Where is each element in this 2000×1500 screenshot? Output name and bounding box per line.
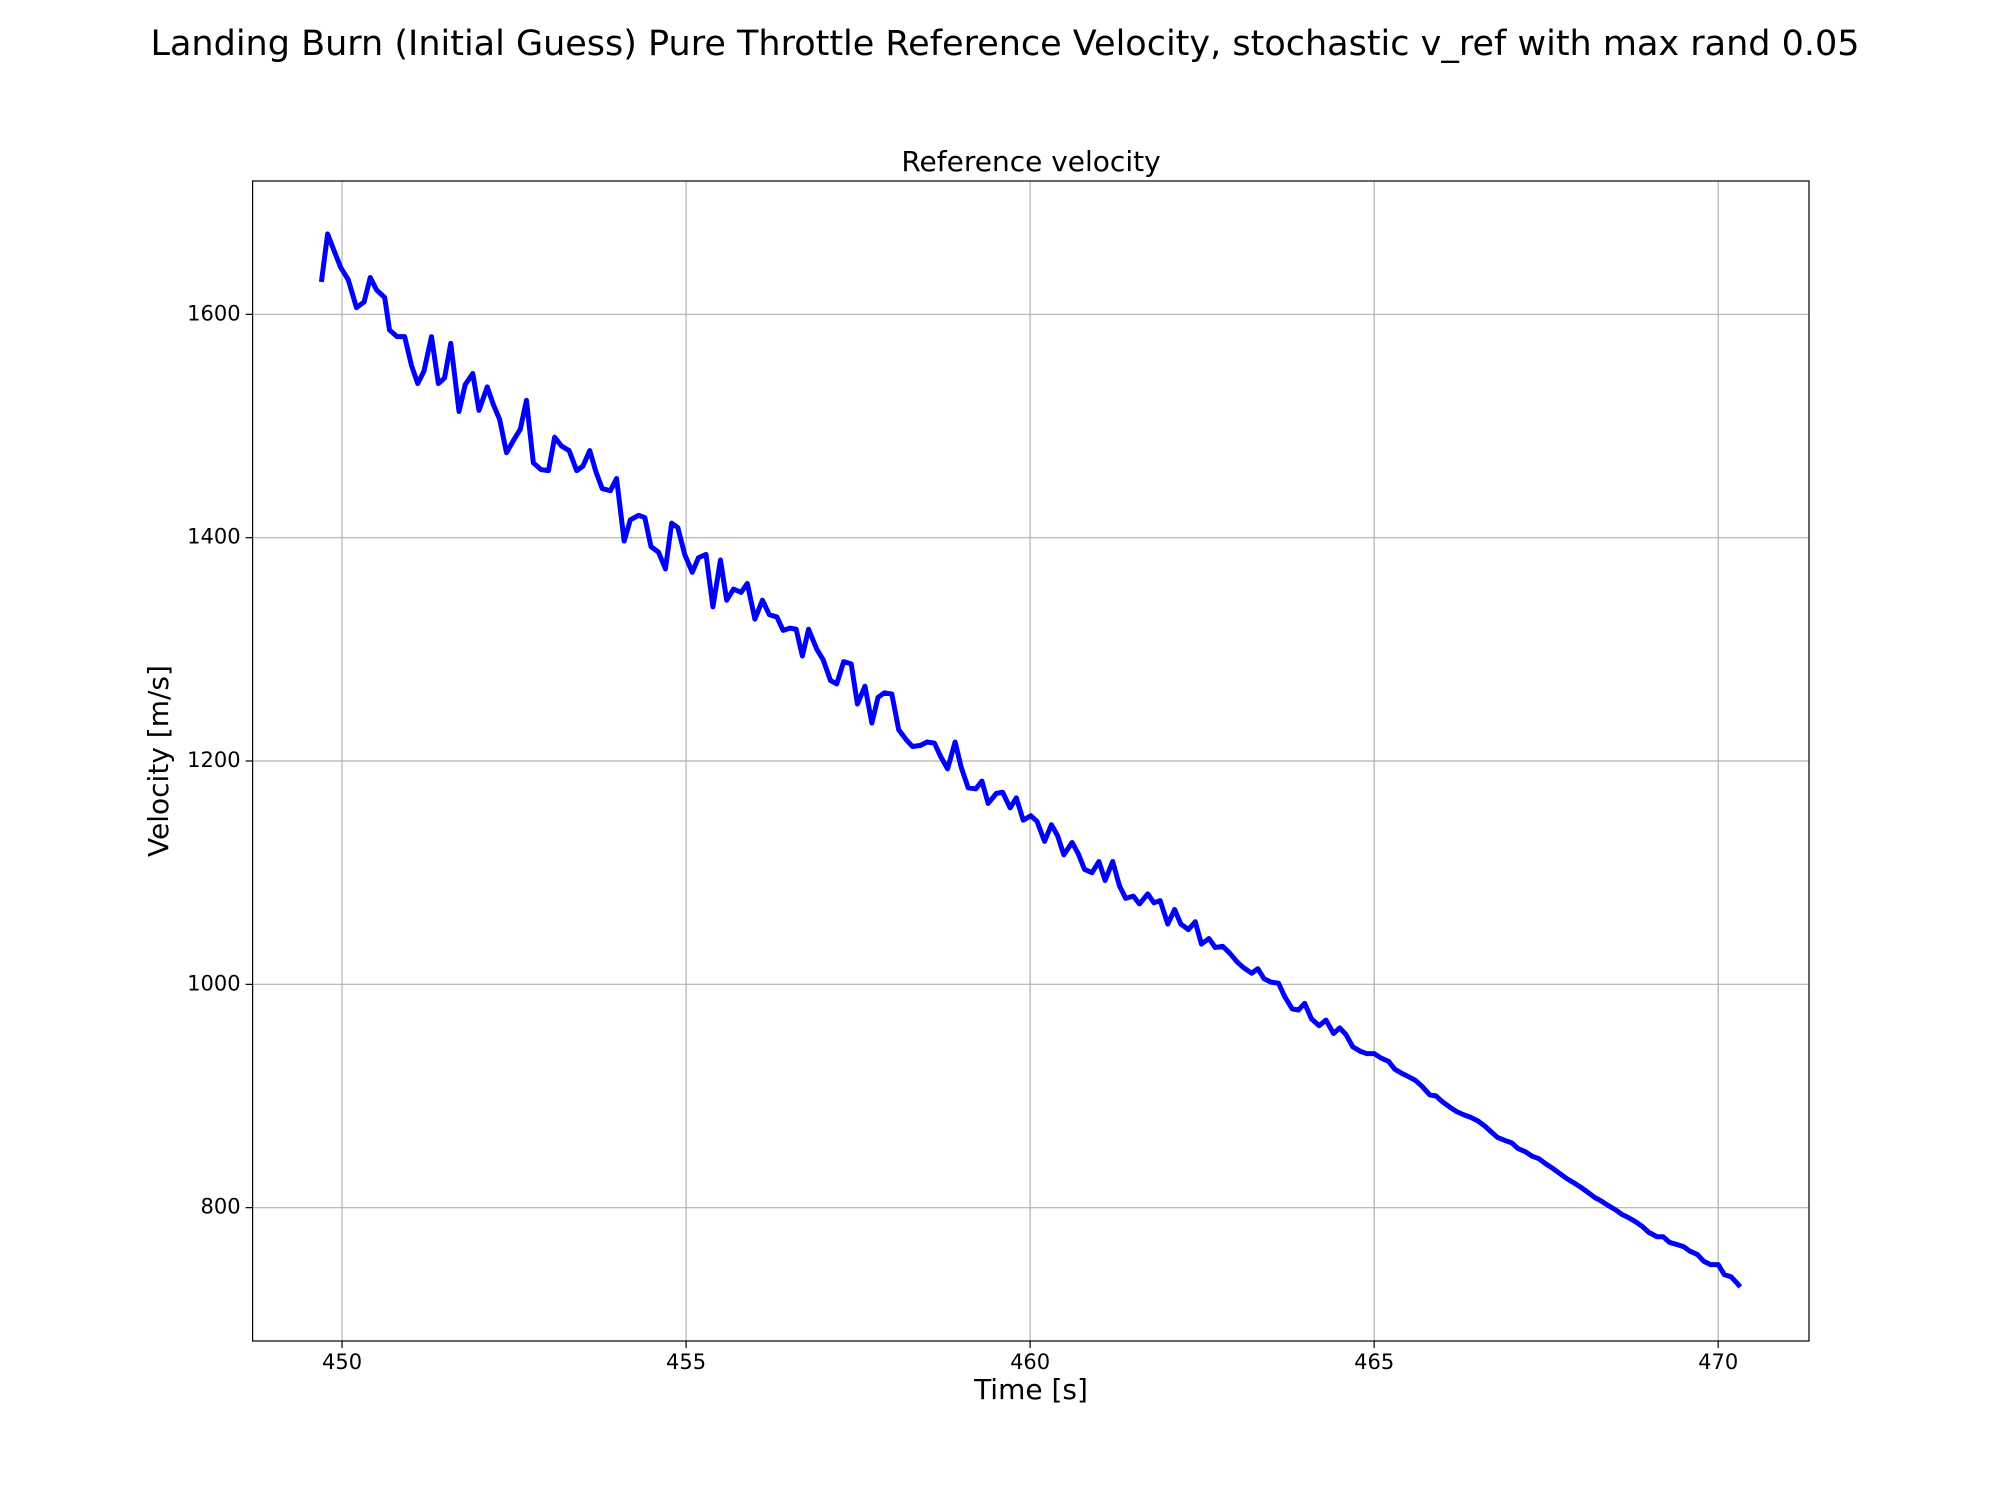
chart-title: Landing Burn (Initial Guess) Pure Thrott… — [150, 24, 1859, 64]
y-tick-label: 1000 — [187, 971, 240, 995]
x-tick-label: 465 — [1354, 1350, 1394, 1374]
x-tick-label: 460 — [1010, 1350, 1050, 1374]
y-tick-label: 1200 — [187, 748, 240, 772]
y-tick-label: 1400 — [187, 525, 240, 549]
y-tick-label: 800 — [201, 1195, 241, 1219]
y-tick-label: 1600 — [187, 301, 240, 325]
plot-frame — [252, 180, 1810, 1342]
x-tick-label: 450 — [322, 1350, 362, 1374]
x-axis-label: Time [s] — [973, 1373, 1088, 1406]
y-axis-label: Velocity [m/s] — [142, 665, 175, 857]
chart-subtitle: Reference velocity — [901, 145, 1160, 178]
line — [318, 231, 1743, 1289]
x-tick-label: 455 — [666, 1350, 706, 1374]
x-tick-label: 470 — [1698, 1350, 1738, 1374]
